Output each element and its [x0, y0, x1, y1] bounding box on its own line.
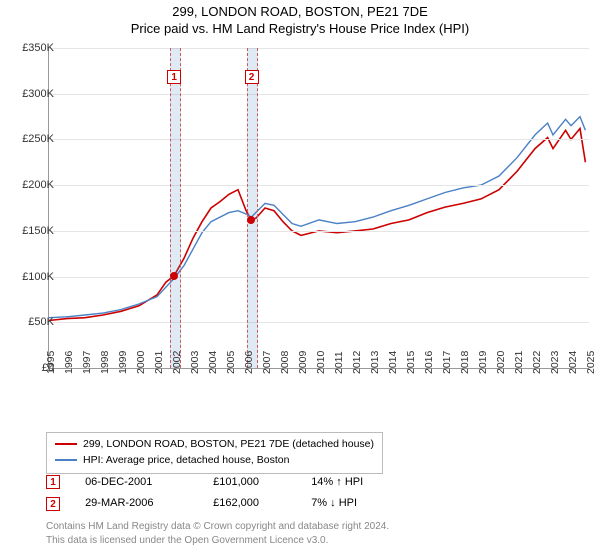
footer-line: Contains HM Land Registry data © Crown c… [46, 520, 389, 534]
y-axis-label: £50K [8, 316, 54, 328]
title-line-2: Price paid vs. HM Land Registry's House … [0, 21, 600, 38]
transaction-marker: 1 [46, 475, 60, 489]
title-line-1: 299, LONDON ROAD, BOSTON, PE21 7DE [0, 4, 600, 21]
gridline [49, 94, 589, 95]
sale-dot [247, 216, 255, 224]
y-axis-label: £350K [8, 42, 54, 54]
transaction-date: 29-MAR-2006 [85, 493, 210, 514]
legend-item: HPI: Average price, detached house, Bost… [55, 453, 374, 469]
transaction-price: £162,000 [213, 493, 308, 514]
transaction-date: 06-DEC-2001 [85, 472, 210, 493]
y-axis-label: £300K [8, 88, 54, 100]
chart-wrap: 12 £0£50K£100K£150K£200K£250K£300K£350K1… [0, 42, 600, 422]
legend-label: HPI: Average price, detached house, Bost… [83, 454, 289, 466]
y-axis-label: £150K [8, 225, 54, 237]
title-block: 299, LONDON ROAD, BOSTON, PE21 7DE Price… [0, 0, 600, 38]
footer-attribution: Contains HM Land Registry data © Crown c… [46, 520, 389, 547]
gridline [49, 277, 589, 278]
transaction-marker: 2 [46, 497, 60, 511]
y-axis-label: £100K [8, 271, 54, 283]
gridline [49, 322, 589, 323]
transaction-pct: 7% ↓ HPI [311, 493, 421, 514]
x-axis-label: 2025 [585, 351, 600, 374]
plot-area: 12 [48, 48, 589, 369]
legend-item: 299, LONDON ROAD, BOSTON, PE21 7DE (deta… [55, 437, 374, 453]
shaded-band [170, 48, 181, 368]
gridline [49, 48, 589, 49]
series-hpi [49, 117, 585, 318]
y-axis-label: £200K [8, 179, 54, 191]
sale-marker-box: 2 [245, 70, 259, 84]
transaction-row: 1 06-DEC-2001 £101,000 14% ↑ HPI [46, 472, 566, 493]
line-series-svg [49, 48, 589, 368]
transaction-price: £101,000 [213, 472, 308, 493]
transaction-row: 2 29-MAR-2006 £162,000 7% ↓ HPI [46, 493, 566, 514]
y-axis-label: £250K [8, 133, 54, 145]
footer-line: This data is licensed under the Open Gov… [46, 534, 389, 548]
legend-swatch [55, 459, 77, 461]
legend: 299, LONDON ROAD, BOSTON, PE21 7DE (deta… [46, 432, 383, 474]
legend-label: 299, LONDON ROAD, BOSTON, PE21 7DE (deta… [83, 438, 374, 450]
transaction-table: 1 06-DEC-2001 £101,000 14% ↑ HPI 2 29-MA… [46, 472, 566, 515]
shaded-band [247, 48, 258, 368]
chart-figure: 299, LONDON ROAD, BOSTON, PE21 7DE Price… [0, 0, 600, 560]
series-price_paid [49, 129, 585, 321]
legend-swatch [55, 443, 77, 445]
gridline [49, 231, 589, 232]
sale-marker-box: 1 [167, 70, 181, 84]
transaction-pct: 14% ↑ HPI [311, 472, 421, 493]
gridline [49, 185, 589, 186]
gridline [49, 139, 589, 140]
sale-dot [170, 272, 178, 280]
